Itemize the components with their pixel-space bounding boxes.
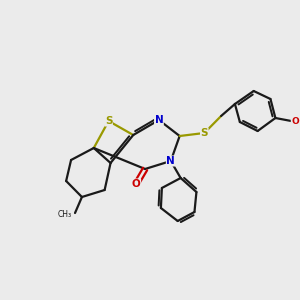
Text: N: N	[154, 115, 163, 125]
Text: S: S	[201, 128, 208, 138]
Text: N: N	[167, 156, 175, 166]
Text: S: S	[105, 116, 112, 126]
Text: O: O	[291, 116, 299, 125]
Text: O: O	[132, 179, 141, 189]
Text: CH₃: CH₃	[57, 210, 71, 219]
